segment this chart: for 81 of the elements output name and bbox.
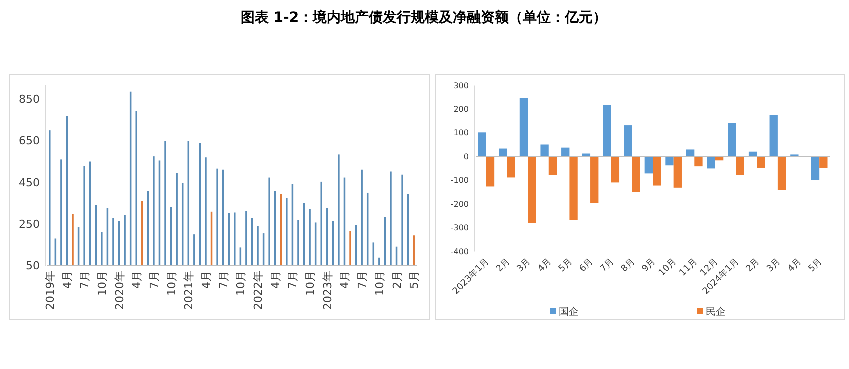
- bar: [624, 126, 632, 157]
- x-tick-label: 11月: [678, 257, 700, 279]
- x-tick-label: 6月: [578, 257, 596, 275]
- x-tick-label: 10月: [657, 257, 679, 279]
- y-tick-label: -200: [450, 200, 469, 209]
- bar: [820, 156, 828, 168]
- x-tick-label: 3月: [516, 257, 534, 275]
- x-tick-label: 4月: [536, 257, 554, 275]
- y-tick-label: 650: [19, 134, 40, 148]
- bar: [570, 156, 578, 220]
- bar: [644, 156, 653, 174]
- y-tick-label: 100: [454, 128, 469, 138]
- x-tick-label: 3月: [766, 257, 784, 275]
- x-tick-label: 5月: [408, 271, 422, 289]
- bar: [499, 148, 508, 157]
- bar: [540, 144, 549, 157]
- x-tick-label: 4月: [200, 271, 213, 289]
- x-tick-label: 2023年: [321, 271, 334, 310]
- bar: [478, 132, 486, 157]
- x-tick-label: 7月: [356, 271, 370, 289]
- x-tick-label: 9月: [640, 257, 658, 275]
- bar: [694, 156, 703, 167]
- bar: [757, 156, 766, 168]
- x-tick-label: 2月: [494, 257, 512, 275]
- bar: [666, 156, 674, 166]
- x-tick-label: 8月: [620, 257, 638, 275]
- bar: [486, 156, 495, 187]
- y-tick-label: 0: [464, 152, 469, 162]
- bar: [686, 150, 695, 157]
- x-tick-label: 2022年: [252, 271, 266, 310]
- bar: [728, 123, 736, 157]
- legend-label: 国企: [559, 306, 579, 318]
- bar: [770, 115, 778, 157]
- x-tick-label: 5月: [557, 257, 575, 275]
- bar: [562, 148, 570, 157]
- x-tick-label: 10月: [165, 271, 178, 296]
- x-tick-label: 4月: [338, 271, 352, 289]
- bar: [590, 156, 599, 204]
- x-tick-label: 7月: [148, 271, 161, 289]
- x-tick-label: 10月: [304, 271, 318, 296]
- bar: [632, 156, 640, 192]
- y-tick-label: 850: [19, 93, 40, 106]
- y-tick-label: -400: [450, 247, 469, 256]
- y-tick-label: 200: [454, 104, 469, 114]
- x-tick-label: 10月: [234, 271, 248, 296]
- x-tick-label: 2月: [390, 271, 404, 289]
- bar: [548, 156, 558, 176]
- x-tick-label: 7月: [598, 257, 616, 275]
- x-tick-label: 7月: [78, 271, 92, 289]
- chart-title: 图表 1-2：境内地产债发行规模及净融资额（单位：亿元）: [240, 9, 608, 26]
- y-tick-label: 450: [19, 176, 40, 190]
- legend-label: 民企: [706, 306, 726, 318]
- bar: [653, 156, 662, 186]
- bar: [778, 156, 786, 190]
- bar: [674, 156, 682, 188]
- x-tick-label: 2020年: [113, 271, 126, 310]
- bar: [528, 156, 536, 224]
- y-tick-label: 250: [19, 218, 40, 231]
- y-tick-label: 50: [26, 260, 40, 273]
- bar: [507, 156, 516, 178]
- bar: [603, 105, 612, 157]
- x-tick-label: 5月: [807, 257, 825, 275]
- x-tick-label: 4月: [269, 271, 282, 289]
- x-tick-label: 7月: [217, 271, 230, 289]
- x-tick-label: 2月: [744, 257, 762, 275]
- y-tick-label: 300: [454, 81, 469, 90]
- bar: [811, 156, 820, 180]
- x-tick-label: 10月: [373, 271, 386, 296]
- x-tick-label: 7月: [286, 271, 300, 289]
- bar: [611, 156, 620, 183]
- x-tick-label: 2021年: [182, 271, 196, 310]
- bar: [520, 98, 528, 157]
- x-tick-label: 2019年: [44, 271, 57, 310]
- x-tick-label: 4月: [61, 271, 74, 289]
- x-tick-label: 10月: [96, 271, 109, 296]
- x-tick-label: 4月: [130, 271, 144, 289]
- bar: [707, 156, 716, 169]
- y-tick-label: -100: [450, 176, 469, 186]
- y-tick-label: -300: [450, 224, 469, 233]
- x-tick-label: 4月: [786, 257, 804, 275]
- bar: [736, 156, 744, 176]
